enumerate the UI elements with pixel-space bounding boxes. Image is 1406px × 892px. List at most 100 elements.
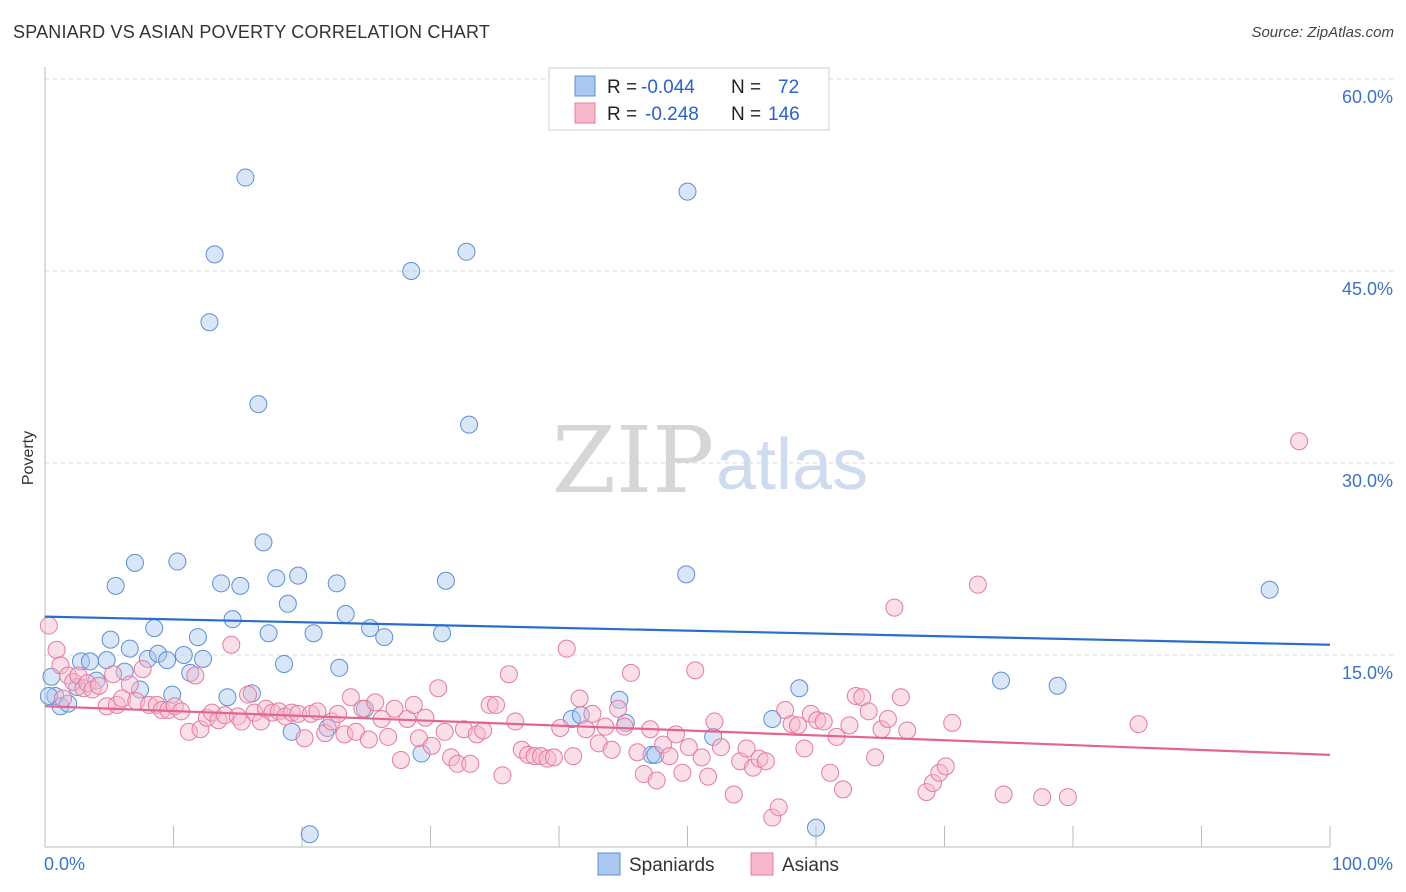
- spaniards-point: [336, 605, 355, 624]
- spaniards-point: [231, 576, 250, 595]
- asians-point: [391, 750, 410, 769]
- asians-point: [359, 730, 378, 749]
- trend-lines: [44, 615, 1331, 756]
- asians-point: [673, 763, 692, 782]
- asians-point: [866, 748, 885, 767]
- bottom-legend-swatch-spaniards: [597, 852, 621, 876]
- asians-point: [615, 717, 634, 736]
- correlation-legend: R = -0.044 N = 72 R = -0.248 N = 146: [548, 67, 830, 131]
- asians-point: [795, 739, 814, 758]
- spaniards-point: [212, 574, 231, 593]
- asians-point: [120, 675, 139, 694]
- asians-point: [570, 689, 589, 708]
- spaniards-point: [174, 646, 193, 664]
- bottom-legend-swatch-asians: [750, 852, 774, 876]
- legend-r-value-asians: -0.248: [645, 104, 699, 125]
- asians-point: [179, 722, 198, 741]
- spaniards-point: [790, 679, 809, 698]
- asians-point: [557, 639, 576, 658]
- asians-point: [289, 704, 308, 723]
- asians-point: [53, 689, 72, 708]
- asians-point: [621, 663, 640, 682]
- asians-point: [821, 763, 840, 782]
- spaniards-point: [194, 649, 213, 668]
- asians-point: [936, 757, 955, 776]
- spaniards-point: [330, 658, 349, 677]
- spaniards-point: [267, 569, 286, 588]
- asians-point: [429, 679, 448, 698]
- asians-point: [335, 725, 354, 744]
- asians-point: [186, 666, 205, 685]
- x-tick-label: 100.0%: [1332, 854, 1393, 874]
- asians-point: [833, 780, 852, 799]
- asians-point: [316, 724, 335, 743]
- asians-point: [692, 748, 711, 767]
- spaniards-point: [275, 654, 294, 673]
- asians-point: [846, 686, 865, 705]
- asians-point: [493, 766, 512, 785]
- spaniards-point: [149, 644, 168, 663]
- asians-point: [917, 782, 936, 801]
- y-tick-label: 45.0%: [1342, 279, 1393, 299]
- spaniards-point: [402, 262, 421, 280]
- spaniards-point: [80, 652, 99, 671]
- spaniards-point: [457, 242, 476, 261]
- spaniards-point: [163, 685, 182, 704]
- spaniards-point: [181, 663, 200, 682]
- asians-point: [654, 735, 673, 754]
- legend-n-label-asians: N =: [731, 104, 761, 125]
- gridlines: [45, 78, 1393, 656]
- asians-point: [1129, 715, 1148, 734]
- asians-point: [404, 695, 423, 714]
- asians-point: [506, 712, 525, 731]
- asians-point: [39, 616, 58, 635]
- asians-point: [113, 689, 132, 708]
- spaniards-point: [101, 630, 120, 649]
- asians-point: [379, 727, 398, 746]
- asians-point: [366, 693, 385, 712]
- asians-point: [930, 763, 949, 782]
- spaniards-point: [1260, 580, 1279, 599]
- asians-point: [328, 704, 347, 723]
- asians-point: [840, 716, 859, 735]
- asians-point: [564, 747, 583, 766]
- legend-n-value-spaniards: 72: [778, 77, 799, 98]
- asians-point: [576, 720, 595, 739]
- asians-point: [544, 748, 563, 767]
- spaniards-point: [992, 671, 1011, 690]
- spaniards-point: [807, 818, 825, 837]
- spaniards-point: [205, 245, 224, 264]
- asians-point: [808, 711, 827, 730]
- asians-point: [628, 743, 647, 762]
- legend-swatch-spaniards: [574, 75, 596, 97]
- asians-point: [943, 713, 962, 732]
- watermark: ZIP atlas: [552, 407, 868, 514]
- spaniards-point: [763, 710, 782, 728]
- data-points: [39, 168, 1309, 844]
- asians-point: [859, 702, 878, 721]
- asians-point: [385, 699, 404, 718]
- y-axis-label: Poverty: [20, 431, 37, 485]
- asians-point: [47, 640, 66, 659]
- asians-point: [885, 598, 904, 617]
- asians-point: [191, 720, 210, 739]
- spaniards-point: [249, 395, 268, 414]
- spaniards-point: [131, 680, 150, 699]
- asians-point: [89, 676, 108, 695]
- spaniards-point: [125, 553, 144, 572]
- asians-point: [499, 665, 518, 684]
- asians-point: [660, 747, 679, 766]
- axes: [44, 67, 1331, 848]
- asians-point: [1033, 788, 1052, 807]
- spaniards-point: [412, 744, 431, 763]
- legend-r-value-spaniards: -0.044: [641, 77, 695, 98]
- asians-point: [422, 736, 441, 755]
- spaniards-point: [289, 566, 308, 585]
- bottom-legend-label-asians: Asians: [782, 855, 839, 876]
- asians-point: [737, 739, 756, 758]
- asians-point: [666, 725, 685, 744]
- asians-point: [147, 695, 166, 714]
- spaniards-point: [39, 686, 58, 705]
- asians-point: [898, 721, 917, 740]
- asians-point: [538, 749, 557, 768]
